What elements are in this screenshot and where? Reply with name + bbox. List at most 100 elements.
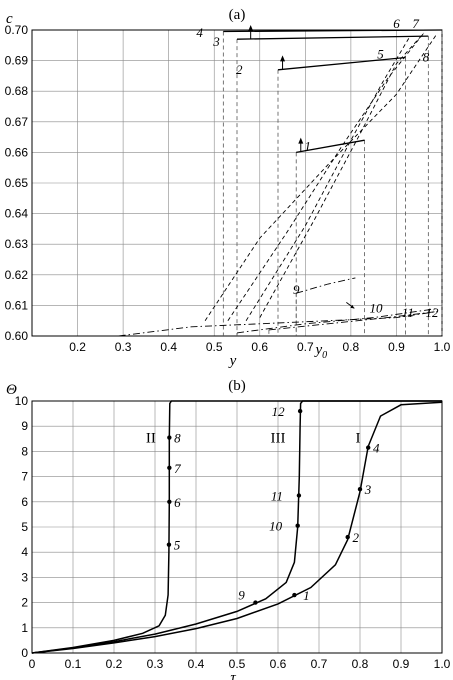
segment-line [223, 29, 443, 33]
series-line [118, 311, 438, 337]
point-label: 4 [373, 441, 380, 456]
x-tick-label: 1.0 [434, 340, 451, 354]
series-name: II [146, 431, 156, 447]
series-line [227, 32, 425, 321]
segment-line [236, 35, 429, 40]
curve-label: 7 [412, 16, 419, 31]
panel-label: (b) [228, 378, 246, 394]
y-tick-label: 2 [21, 596, 28, 610]
segment-label: 4 [196, 25, 203, 40]
curve-label: 8 [423, 50, 430, 65]
x-tick-label: 0.7 [297, 340, 314, 354]
x-tick-label: 0.2 [106, 657, 123, 671]
x-tick-label: 0.3 [115, 340, 132, 354]
x-axis-label: y [228, 353, 237, 369]
point-label: 11 [271, 489, 283, 504]
panel-a-chart: 0.2 0.3 0.4 0.5 0.6 0.7 0.8 0.9 1.0 0.60 0.61 0.62 0… [5, 7, 451, 369]
data-point [366, 445, 371, 450]
y-tick-label: 10 [15, 394, 29, 408]
x-tick-label: 0.2 [69, 340, 86, 354]
y-tick-label: 1 [21, 621, 28, 635]
point-label: 5 [174, 538, 181, 553]
y0-subscript: 0 [322, 350, 327, 361]
data-point [297, 408, 303, 414]
data-point [253, 600, 258, 605]
y-tick-label: 3 [21, 570, 28, 584]
y-tick-label: 7 [21, 470, 28, 484]
data-point [295, 523, 300, 528]
y-axis-label: c [6, 11, 13, 27]
curve-label: 5 [377, 46, 384, 61]
y-tick-label: 0.65 [5, 176, 29, 190]
point-label: 7 [174, 461, 181, 476]
y-tick-label: 0.66 [5, 145, 29, 159]
series-line-I [31, 401, 443, 654]
x-tick-label: 0 [29, 657, 36, 671]
x-tick-label: 0.9 [393, 657, 410, 671]
point-label: 12 [272, 404, 286, 419]
x-tick-label: 1.0 [434, 657, 451, 671]
series-line [245, 35, 411, 321]
data-point [345, 534, 350, 540]
y-tick-label: 0.63 [5, 237, 29, 251]
x-axis-label: τ [230, 670, 236, 680]
data-point [292, 592, 297, 598]
y0-tick-label: y0 [313, 342, 327, 361]
y-tick-label: 0.64 [5, 207, 29, 221]
series-name: I [355, 431, 360, 447]
x-tick-label: 0.5 [229, 657, 246, 671]
curve-label: 9 [293, 282, 300, 297]
point-label: 1 [303, 588, 310, 603]
curve-label: 12 [425, 305, 439, 320]
panel-b-chart: 0 0.1 0.2 0.3 0.4 0.5 0.6 0.7 0.8 0.9 1.0012345678… [6, 378, 451, 680]
x-tick-label: 0.6 [270, 657, 287, 671]
x-tick-label: 0.8 [352, 657, 369, 671]
series-line [268, 311, 438, 331]
x-tick-label: 0.7 [311, 657, 328, 671]
series-line [259, 32, 425, 318]
data-point [167, 435, 172, 440]
y-tick-label: 6 [21, 495, 28, 509]
y-tick-label: 9 [21, 419, 28, 433]
x-tick-label: 0.4 [188, 657, 205, 671]
x-tick-label: 0.3 [147, 657, 164, 671]
curve-label: 6 [393, 16, 400, 31]
x-tick-label: 0.8 [343, 340, 360, 354]
point-label: 8 [174, 431, 181, 446]
series-line [204, 32, 438, 321]
data-point [166, 542, 172, 547]
panel-label: (a) [229, 7, 246, 23]
data-point [296, 493, 302, 498]
data-point [167, 465, 172, 470]
point-label: 6 [174, 495, 181, 510]
y-tick-label: 0.61 [5, 298, 29, 312]
curve-label: 10 [369, 300, 383, 315]
data-point [357, 487, 363, 492]
series-name: III [271, 431, 286, 447]
series-line [236, 308, 438, 334]
data-point [167, 499, 172, 504]
y-tick-label: 0.60 [5, 329, 29, 343]
y-tick-label: 4 [21, 545, 28, 559]
arrow-head [280, 55, 286, 62]
y-tick-label: 0.69 [5, 54, 29, 68]
x-tick-label: 0.4 [160, 340, 177, 354]
x-tick-label: 0.9 [388, 340, 405, 354]
series-line-II [31, 400, 442, 654]
direction-arrowhead [350, 304, 355, 309]
y-tick-label: 5 [21, 520, 28, 534]
curve-label: 11 [402, 305, 414, 320]
segment-label: 2 [236, 62, 243, 77]
arrow-head [248, 24, 254, 31]
point-label: 2 [352, 530, 359, 545]
y-tick-label: 8 [21, 444, 28, 458]
segment-line [296, 139, 365, 154]
segment-line [277, 56, 406, 71]
arrow-head [298, 137, 304, 144]
point-label: 10 [269, 519, 283, 534]
y-axis-label: Θ [6, 382, 17, 398]
y-tick-label: 0.70 [5, 23, 29, 37]
x-tick-label: 0.5 [206, 340, 223, 354]
point-label: 3 [364, 482, 372, 497]
